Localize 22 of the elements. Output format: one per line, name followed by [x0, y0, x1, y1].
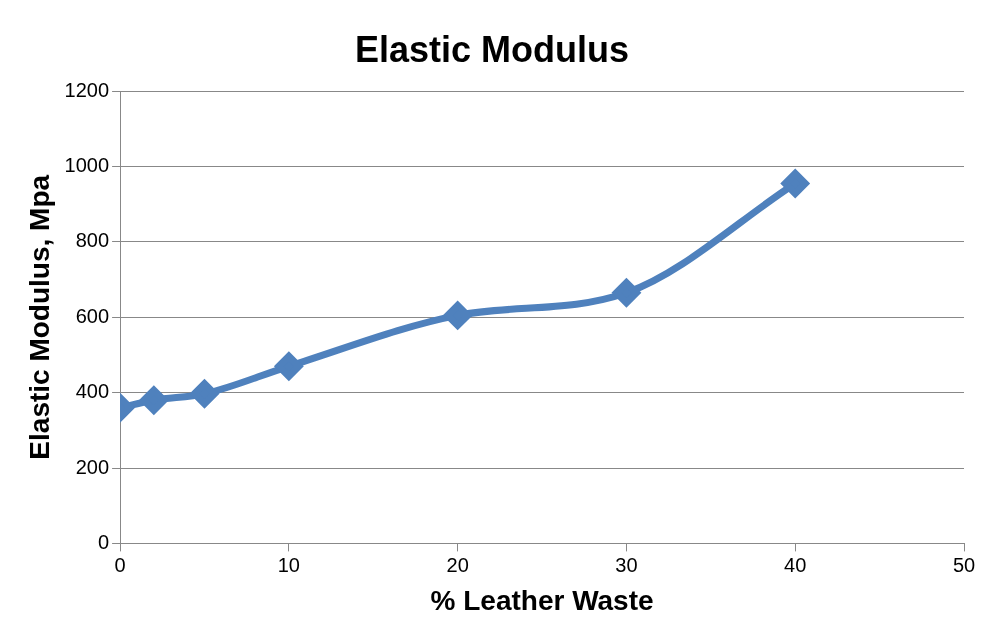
x-tick-label: 30 — [615, 553, 638, 576]
x-tick-label: 10 — [277, 553, 300, 576]
y-tick-label: 0 — [97, 530, 110, 553]
y-axis-title: Elastic Modulus, Mpa — [23, 174, 55, 460]
point — [444, 301, 472, 329]
y-tick-label: 1200 — [64, 78, 110, 101]
chart-title: Elastic Modulus — [354, 28, 630, 70]
x-tick-label: 50 — [952, 553, 976, 576]
point — [190, 380, 218, 408]
x-tick-label: 0 — [114, 553, 126, 576]
point — [140, 386, 168, 414]
point — [612, 279, 640, 307]
point — [781, 170, 809, 198]
y-tick-label: 600 — [75, 304, 110, 327]
y-tick-label: 800 — [75, 229, 110, 252]
y-tick-label: 1000 — [64, 154, 110, 177]
x-tick-label: 20 — [446, 553, 469, 576]
x-tick-label: 40 — [784, 553, 807, 576]
x-axis-title: % Leather Waste — [430, 584, 654, 616]
y-tick-label: 400 — [75, 380, 110, 403]
point — [275, 352, 303, 380]
y-tick-label: 200 — [75, 455, 110, 478]
